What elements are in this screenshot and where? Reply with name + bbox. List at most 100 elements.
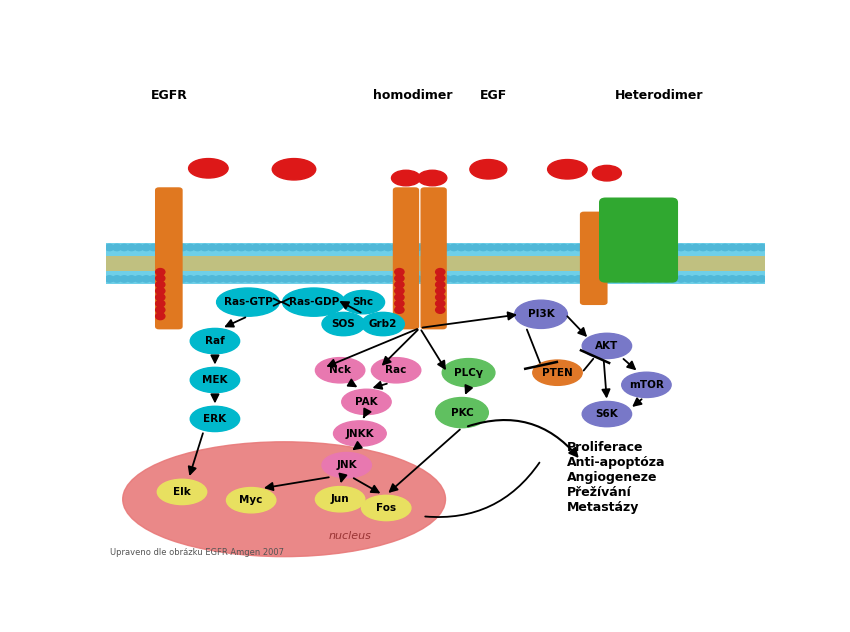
Circle shape: [303, 245, 312, 251]
Text: Elk: Elk: [173, 487, 191, 497]
Circle shape: [369, 245, 377, 251]
Circle shape: [318, 245, 326, 251]
Circle shape: [201, 276, 209, 282]
Circle shape: [559, 245, 568, 251]
Text: PLCγ: PLCγ: [454, 368, 483, 378]
Text: JNKK: JNKK: [346, 428, 374, 439]
Circle shape: [618, 245, 626, 251]
Circle shape: [399, 245, 407, 251]
Circle shape: [596, 276, 605, 282]
Ellipse shape: [621, 372, 672, 398]
Ellipse shape: [582, 333, 632, 358]
Circle shape: [245, 245, 253, 251]
Circle shape: [699, 245, 707, 251]
Circle shape: [193, 245, 201, 251]
Circle shape: [684, 245, 693, 251]
Ellipse shape: [122, 442, 445, 557]
Circle shape: [677, 276, 685, 282]
Text: PKC: PKC: [450, 408, 473, 418]
Text: S6K: S6K: [596, 409, 618, 419]
Text: Rac: Rac: [385, 365, 407, 375]
Circle shape: [156, 276, 165, 282]
FancyBboxPatch shape: [393, 187, 419, 329]
Text: EGF: EGF: [480, 89, 507, 102]
Circle shape: [435, 269, 445, 276]
Ellipse shape: [217, 288, 279, 316]
Circle shape: [347, 276, 355, 282]
Circle shape: [215, 245, 224, 251]
Circle shape: [208, 276, 217, 282]
Circle shape: [377, 245, 385, 251]
Circle shape: [394, 300, 404, 307]
Circle shape: [516, 276, 524, 282]
Circle shape: [399, 276, 407, 282]
Circle shape: [245, 276, 253, 282]
Circle shape: [394, 294, 404, 301]
Text: EGFR: EGFR: [150, 89, 187, 102]
Circle shape: [318, 276, 326, 282]
Circle shape: [633, 245, 642, 251]
Circle shape: [596, 245, 605, 251]
Circle shape: [340, 276, 348, 282]
Circle shape: [274, 276, 282, 282]
Ellipse shape: [272, 159, 315, 180]
Text: Jun: Jun: [331, 494, 349, 504]
Circle shape: [362, 245, 371, 251]
Text: nucleus: nucleus: [329, 531, 371, 541]
Circle shape: [391, 276, 399, 282]
Ellipse shape: [470, 159, 507, 179]
Circle shape: [435, 307, 445, 313]
Circle shape: [479, 276, 488, 282]
Bar: [106, 256, 765, 270]
Circle shape: [735, 276, 744, 282]
Ellipse shape: [315, 358, 365, 383]
Text: Nck: Nck: [329, 365, 351, 375]
Circle shape: [743, 245, 751, 251]
Circle shape: [413, 245, 422, 251]
Circle shape: [171, 276, 179, 282]
Ellipse shape: [190, 406, 240, 432]
Text: Myc: Myc: [240, 495, 263, 505]
FancyBboxPatch shape: [421, 187, 447, 329]
Circle shape: [156, 288, 165, 295]
Circle shape: [105, 245, 114, 251]
Circle shape: [178, 276, 187, 282]
Circle shape: [648, 276, 656, 282]
Ellipse shape: [392, 170, 421, 186]
Circle shape: [134, 245, 143, 251]
Ellipse shape: [547, 159, 587, 179]
Circle shape: [128, 245, 136, 251]
Circle shape: [310, 245, 319, 251]
Circle shape: [259, 276, 268, 282]
Circle shape: [508, 276, 517, 282]
Ellipse shape: [315, 487, 365, 512]
Circle shape: [156, 245, 165, 251]
Circle shape: [142, 276, 150, 282]
Circle shape: [604, 245, 612, 251]
Ellipse shape: [342, 389, 391, 415]
Circle shape: [296, 276, 304, 282]
Circle shape: [575, 276, 583, 282]
Circle shape: [559, 276, 568, 282]
Circle shape: [296, 245, 304, 251]
Ellipse shape: [342, 291, 384, 314]
Circle shape: [567, 276, 575, 282]
Circle shape: [142, 245, 150, 251]
Circle shape: [405, 276, 414, 282]
Circle shape: [472, 245, 480, 251]
Circle shape: [611, 276, 620, 282]
Ellipse shape: [533, 360, 582, 386]
Circle shape: [156, 307, 165, 313]
Circle shape: [501, 276, 509, 282]
Circle shape: [589, 276, 598, 282]
Circle shape: [266, 276, 275, 282]
Circle shape: [537, 276, 547, 282]
Circle shape: [552, 245, 561, 251]
Circle shape: [310, 276, 319, 282]
Circle shape: [581, 245, 590, 251]
Circle shape: [618, 276, 626, 282]
Text: Fos: Fos: [377, 503, 396, 513]
Circle shape: [347, 245, 355, 251]
Circle shape: [626, 276, 634, 282]
Circle shape: [435, 276, 444, 282]
